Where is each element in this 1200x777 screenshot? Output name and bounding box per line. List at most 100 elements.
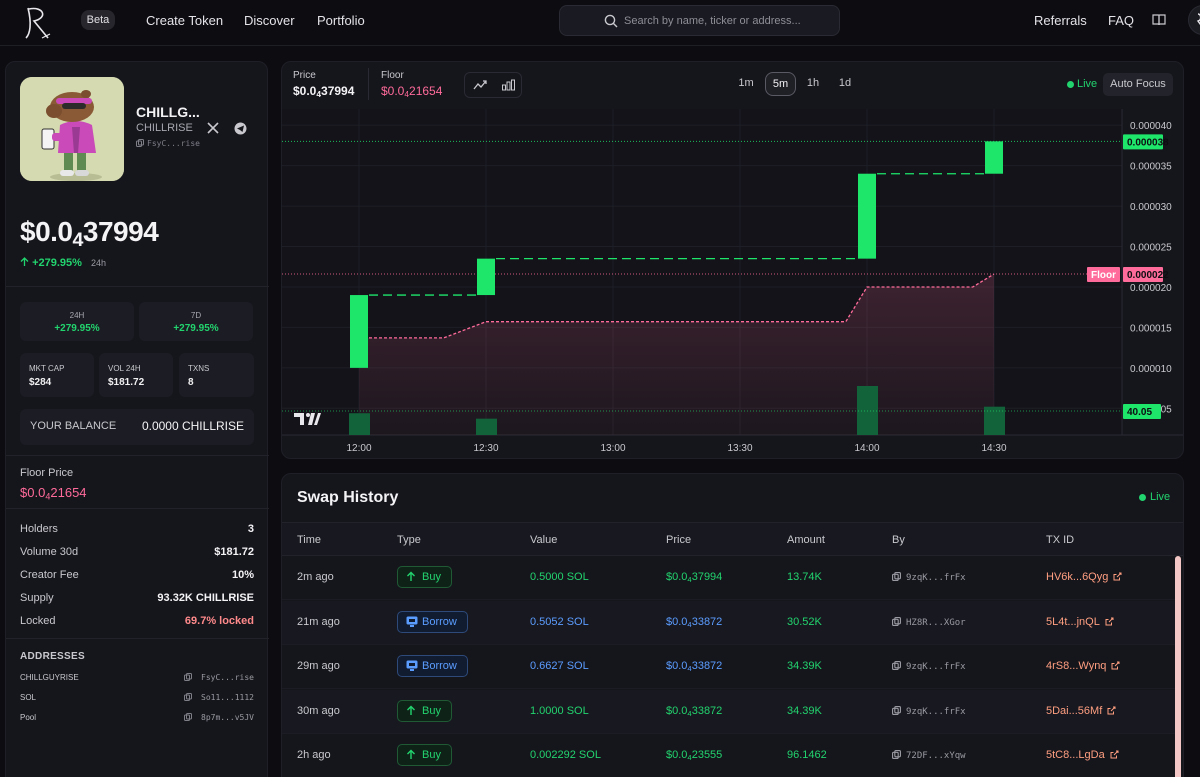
copy-icon[interactable]	[892, 705, 901, 715]
live-label: Live	[1150, 491, 1171, 503]
external-link-icon[interactable]	[1111, 661, 1120, 670]
table-row[interactable]: 21m ago Borrow 0.5052 SOL $0.0433872 30.52K H…	[282, 600, 1175, 645]
token-address[interactable]: FsyC...rise	[136, 139, 200, 148]
divider	[6, 455, 269, 456]
app-logo[interactable]	[20, 4, 54, 40]
user-avatar[interactable]	[1188, 5, 1200, 35]
cell-price: $0.0423555	[666, 749, 723, 762]
telegram-icon[interactable]	[234, 122, 247, 135]
live-indicator-dot	[1067, 81, 1074, 88]
nav-faq[interactable]: FAQ	[1108, 13, 1135, 28]
cell-amount: 34.39K	[787, 660, 822, 672]
info-holders: Holders 3	[20, 523, 254, 535]
your-balance: YOUR BALANCE 0.0000 CHILLRISE	[20, 409, 254, 445]
table-row[interactable]: 29m ago Borrow 0.6627 SOL $0.0433872 34.39K 9…	[282, 645, 1175, 689]
external-link-icon[interactable]	[1105, 617, 1114, 626]
cell-by[interactable]: 72DF...xYqw	[892, 750, 966, 761]
nav-create-token[interactable]: Create Token	[146, 13, 224, 28]
last-price-tag-bg	[1123, 134, 1163, 150]
swap-history-panel: Swap History Live Time Type Value Price …	[281, 473, 1184, 777]
tradingview-logo-icon[interactable]	[293, 412, 321, 426]
cell-value: 0.5000 SOL	[530, 571, 589, 583]
cell-txid-link[interactable]: 5tC8...LgDa	[1046, 749, 1119, 761]
token-mascot-icon	[20, 77, 124, 181]
table-row[interactable]: 2h ago Buy 0.002292 SOL $0.0423555 96.1462 72…	[282, 734, 1175, 777]
swap-history-title: Swap History	[297, 489, 399, 506]
line-chart-icon[interactable]	[473, 79, 487, 91]
candle	[350, 295, 368, 368]
cell-value: 1.0000 SOL	[530, 704, 589, 717]
stat-7d: 7D +279.95%	[139, 302, 253, 341]
external-link-icon[interactable]	[1110, 750, 1119, 759]
cell-value: 0.002292 SOL	[530, 749, 601, 761]
copy-icon[interactable]	[184, 693, 192, 701]
cell-by[interactable]: HZ8R...XGor	[892, 616, 966, 628]
x-tick-label: 12:00	[346, 443, 371, 454]
cell-price: $0.0437994	[666, 571, 723, 584]
cell-value: 0.6627 SOL	[530, 660, 589, 672]
docs-book-icon[interactable]	[1152, 13, 1166, 26]
x-twitter-icon[interactable]	[207, 122, 219, 134]
cell-amount: 34.39K	[787, 704, 822, 717]
price-chart[interactable]: 0.000040 0.000035 0.000030 0.000025 0.000020…	[282, 62, 1184, 459]
cell-txid-link[interactable]: 5L4t...jnQL	[1046, 616, 1114, 628]
x-tick-label: 12:30	[473, 443, 498, 454]
volume-tag-bg	[1123, 404, 1161, 419]
timeframe-5m[interactable]: 5m	[765, 72, 796, 96]
token-ticker: CHILLRISE	[136, 122, 193, 134]
cell-txid-link[interactable]: HV6k...6Qyg	[1046, 571, 1122, 583]
timeframe-1h[interactable]: 1h	[806, 77, 820, 89]
price-chart-panel: Price $0.0437994 Floor $0.0421654 1m 5m …	[281, 61, 1184, 459]
table-row[interactable]: 2m ago Buy 0.5000 SOL $0.0437994 13.74K 9zqK.…	[282, 556, 1175, 600]
cell-txid-link[interactable]: 4rS8...Wynq	[1046, 660, 1120, 672]
table-row[interactable]: 30m ago Buy 1.0000 SOL $0.0433872 34.39K 9zqK…	[282, 689, 1175, 734]
external-link-icon[interactable]	[1113, 572, 1122, 581]
volume-bar	[349, 413, 370, 435]
info-supply: Supply 93.32K CHILLRISE	[20, 592, 254, 604]
x-tick-label: 13:30	[727, 443, 752, 454]
divider	[368, 68, 369, 100]
table-header: Time Type Value Price Amount By TX ID	[282, 522, 1183, 556]
cell-value: 0.5052 SOL	[530, 615, 589, 628]
cell-price: $0.0433872	[666, 615, 723, 629]
y-tick-label: 0.000035	[1130, 162, 1172, 173]
header-amount: Amount	[787, 534, 825, 546]
copy-icon[interactable]	[136, 139, 144, 147]
addresses-title: ADDRESSES	[20, 651, 85, 662]
floor-price-label: Floor Price	[20, 467, 74, 479]
top-navigation-bar: Beta Create Token Discover Portfolio Ref…	[0, 0, 1200, 46]
nav-referrals[interactable]: Referrals	[1034, 13, 1087, 28]
timeframe-1m[interactable]: 1m	[738, 77, 754, 89]
nav-discover[interactable]: Discover	[244, 13, 295, 28]
copy-icon[interactable]	[892, 572, 901, 581]
cell-txid-link[interactable]: 5Dai...56Mf	[1046, 705, 1116, 717]
arrow-up-icon	[407, 749, 415, 759]
candle	[477, 258, 495, 296]
search-input[interactable]	[624, 12, 824, 30]
arrow-up-icon	[407, 705, 415, 715]
timeframe-1d[interactable]: 1d	[838, 77, 852, 89]
type-badge-buy: Buy	[397, 566, 452, 588]
y-tick-label: 0.000015	[1130, 323, 1172, 334]
chart-floor-value: $0.0421654	[381, 84, 443, 100]
search-box[interactable]	[559, 5, 840, 36]
copy-icon[interactable]	[184, 673, 192, 681]
copy-icon[interactable]	[892, 750, 901, 759]
cell-price: $0.0433872	[666, 660, 723, 673]
copy-icon[interactable]	[892, 661, 901, 670]
last-price-tag: 0.000038	[1127, 137, 1169, 148]
borrow-icon	[406, 616, 418, 627]
copy-icon[interactable]	[892, 616, 901, 626]
cell-by[interactable]: 9zqK...frFx	[892, 661, 966, 672]
cell-by[interactable]: 9zqK...frFx	[892, 705, 966, 717]
external-link-icon[interactable]	[1107, 706, 1116, 715]
header-value: Value	[530, 534, 558, 546]
borrow-icon	[406, 660, 418, 671]
nav-portfolio[interactable]: Portfolio	[317, 13, 365, 28]
candle-chart-icon[interactable]	[501, 79, 515, 91]
auto-focus-button[interactable]: Auto Focus	[1103, 73, 1173, 96]
search-icon	[604, 14, 618, 28]
copy-icon[interactable]	[184, 713, 192, 721]
scrollbar[interactable]	[1175, 556, 1181, 777]
cell-by[interactable]: 9zqK...frFx	[892, 572, 966, 583]
